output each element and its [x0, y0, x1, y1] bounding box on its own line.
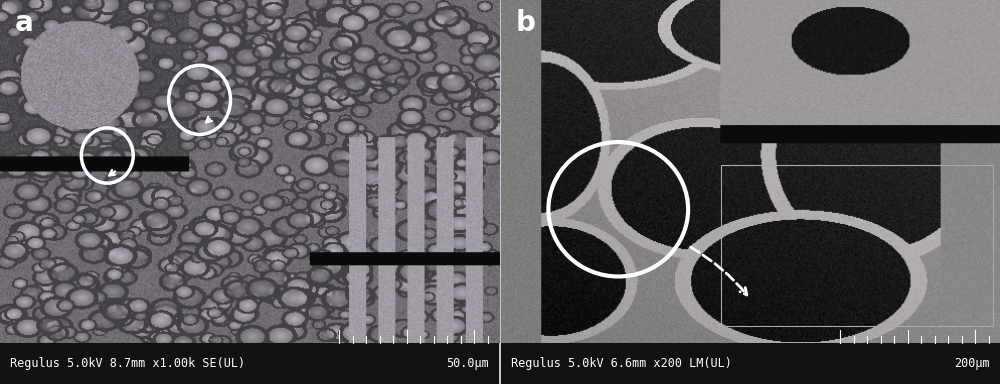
Text: b: b — [516, 9, 536, 37]
Bar — [0, 343, 499, 384]
Bar — [721, 165, 993, 326]
Text: Regulus 5.0kV 6.6mm x200 LM(UL): Regulus 5.0kV 6.6mm x200 LM(UL) — [511, 357, 732, 370]
Text: a: a — [15, 9, 34, 37]
Bar — [501, 343, 1000, 384]
Text: 50.0μm: 50.0μm — [446, 357, 489, 370]
Text: Regulus 5.0kV 8.7mm x1.00k SE(UL): Regulus 5.0kV 8.7mm x1.00k SE(UL) — [10, 357, 245, 370]
Text: 200μm: 200μm — [954, 357, 990, 370]
